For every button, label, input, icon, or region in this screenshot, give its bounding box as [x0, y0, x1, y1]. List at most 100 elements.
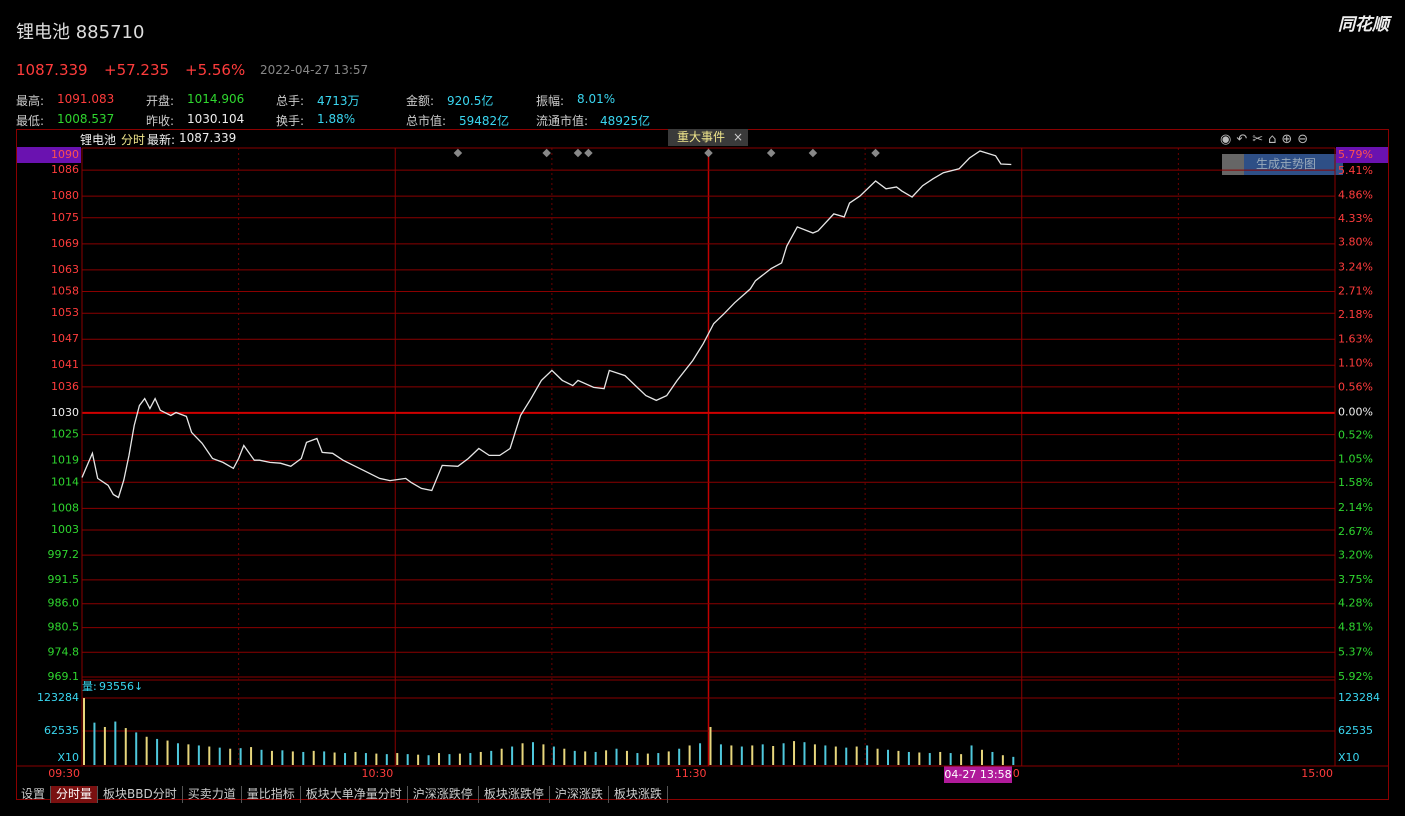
volume-bar [438, 753, 441, 765]
scale-label: X10 [57, 751, 79, 764]
y2-tick-label: 5.37% [1338, 645, 1373, 658]
y-tick-label: 991.5 [48, 573, 80, 586]
volume-bar [427, 755, 430, 765]
volume-bar [176, 743, 179, 765]
volume-bar [887, 749, 890, 765]
tab[interactable]: 买卖力道 [183, 786, 242, 803]
tab[interactable]: 沪深涨跌停 [408, 786, 479, 803]
volume-bar [845, 747, 848, 765]
x-tick-label: 09:30 [48, 767, 80, 780]
tab[interactable]: 板块涨跌停 [479, 786, 550, 803]
y2-tick-label: 3.20% [1338, 548, 1373, 561]
volume-label: 量: [82, 680, 97, 693]
volume-bar [552, 746, 555, 765]
volume-bar [521, 743, 524, 765]
volume-bar [270, 750, 273, 765]
tab[interactable]: 沪深涨跌 [550, 786, 609, 803]
volume-bar [208, 746, 211, 765]
event-marker [808, 148, 818, 158]
chart-mode: 分时 [121, 133, 146, 147]
y2-tick-label: 0.56% [1338, 380, 1373, 393]
volume-bar [740, 746, 743, 765]
event-tab[interactable]: 重大事件 × [668, 129, 748, 146]
y2-tick-label: 62535 [1338, 724, 1373, 737]
volume-bar [772, 745, 775, 765]
volume-bar [239, 748, 242, 765]
volume-bar [625, 750, 628, 765]
tab[interactable]: 分时量 [51, 786, 99, 803]
y-tick-label: 997.2 [48, 548, 80, 561]
volume-bar [855, 746, 858, 765]
event-marker [542, 148, 551, 158]
tab[interactable]: 板块BBD分时 [98, 786, 183, 803]
volume-bar [531, 742, 534, 765]
y-tick-label: 1047 [51, 332, 79, 345]
stat-label: 总市值: [406, 114, 447, 128]
y-tick-label: 986.0 [48, 597, 80, 610]
latest-label: 最新: [147, 133, 176, 147]
stat-value: 1091.083 [57, 92, 115, 106]
volume-bar [939, 751, 942, 765]
volume-bar [135, 732, 138, 765]
volume-bar [375, 753, 378, 765]
tab[interactable]: 板块涨跌 [609, 786, 668, 803]
event-marker [766, 148, 776, 158]
stat-value: 1.88% [317, 112, 356, 126]
close[interactable]: × [733, 130, 744, 144]
tab[interactable]: 设置 [16, 786, 52, 803]
volume-bar [782, 743, 785, 765]
cursor-pct: 5.79% [1338, 148, 1373, 161]
stat-label: 总手: [276, 94, 305, 108]
volume-bar [876, 748, 879, 765]
y-tick-label: 62535 [44, 724, 79, 737]
y-tick-label: 1014 [51, 475, 79, 488]
stat-label: 流通市值: [536, 114, 589, 128]
volume-bar [229, 748, 232, 765]
volume-bar [897, 750, 900, 765]
tool-icons[interactable]: ◉↶✂⌂⊕⊖ [1220, 132, 1314, 147]
volume-bar [469, 753, 472, 765]
stat-label: 开盘: [146, 94, 175, 108]
y-tick-label: 1086 [51, 163, 79, 176]
y2-tick-label: 2.71% [1338, 284, 1373, 297]
tab[interactable]: 板块大单净量分时 [301, 786, 408, 803]
stat-value: 920.5亿 [447, 94, 494, 108]
volume-bar [646, 753, 649, 765]
tab[interactable]: 量比指标 [242, 786, 301, 803]
y2-tick-label: 1.05% [1338, 452, 1373, 465]
stat-value: 4713万 [317, 94, 360, 108]
volume-bar [866, 745, 869, 765]
volume-bar [657, 753, 660, 765]
stat-value: 8.01% [577, 92, 616, 106]
stat-value: 1014.906 [187, 92, 245, 106]
title: 锂电池 885710 [16, 22, 145, 43]
volume-bar [218, 747, 221, 765]
event-marker [573, 148, 583, 158]
volume-bar [166, 740, 169, 765]
y2-tick-label: 1.58% [1338, 476, 1373, 489]
tabs: 设置 分时量 板块BBD分时 买卖力道 量比指标 板块大单净量分时 沪深涨跌停 板块涨跌停 沪深… [16, 783, 668, 803]
volume-bar [751, 745, 754, 765]
volume-bar [312, 750, 315, 765]
stat-value: 1008.537 [57, 112, 115, 126]
volume-bar [500, 748, 503, 765]
volume-bar [344, 753, 347, 765]
y2-tick-label: 4.28% [1338, 597, 1373, 610]
event-marker [704, 148, 713, 158]
volume-bar [124, 728, 127, 765]
volume-bar [354, 751, 357, 765]
y2-tick-label: 2.14% [1338, 501, 1373, 514]
stat-label: 金额: [406, 94, 435, 108]
cursor-time: 04-27 13:58 [944, 768, 1011, 781]
y2-tick-label: 2.18% [1338, 308, 1373, 321]
y2-tick-label: 3.24% [1338, 261, 1373, 274]
y2-tick-label: 2.67% [1338, 525, 1373, 538]
volume-bar [615, 748, 618, 765]
y-tick-label: 1041 [51, 358, 79, 371]
volume-bar [333, 752, 336, 765]
volume-bar [260, 749, 263, 765]
change: +57.235 [104, 61, 170, 79]
y-tick-label: 1063 [51, 263, 79, 276]
volume-bar [636, 753, 639, 765]
